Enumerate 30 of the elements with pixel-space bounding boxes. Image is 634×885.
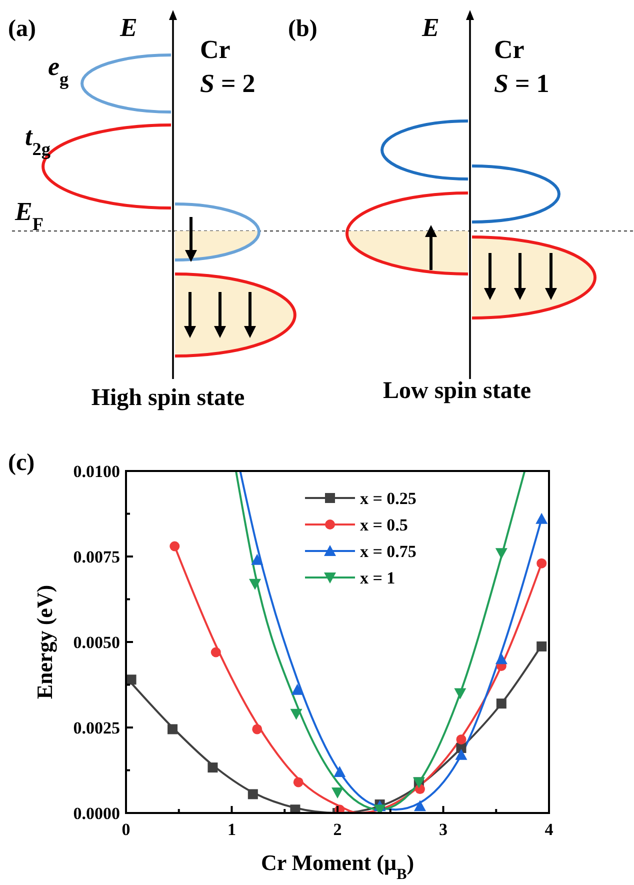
text: High spin state <box>91 385 246 411</box>
x-tick-label: 3 <box>439 820 448 839</box>
x-tick-label: 2 <box>333 820 342 839</box>
text: S = 2 <box>200 69 256 98</box>
text: Low spin state <box>382 378 532 404</box>
y-tick-label: 0.0050 <box>73 633 120 652</box>
y-tick-label: 0.0025 <box>73 718 120 738</box>
text: Cr <box>200 35 230 64</box>
legend-label: x = 0.5 <box>360 516 408 534</box>
x-tick-label: 4 <box>544 820 554 839</box>
text: E <box>119 13 138 42</box>
text: S = 1 <box>494 69 550 98</box>
text: (b) <box>288 16 318 42</box>
text: (a) <box>8 16 36 42</box>
legend-label: x = 0.25 <box>360 489 416 508</box>
text: e$_{g}$ <box>48 52 69 90</box>
y-tick-label: 0.0075 <box>73 548 120 566</box>
legend-label: x = 1 <box>360 568 396 588</box>
text: Cr <box>494 35 524 64</box>
text: E <box>421 13 440 42</box>
legend-label: x = 0.75 <box>360 542 416 561</box>
chart-title: (c) <box>8 450 35 476</box>
y-axis-title: Energy (eV) <box>32 584 57 700</box>
x-tick-label: 0 <box>122 820 130 839</box>
x-tick-label: 1 <box>228 820 236 839</box>
text: E$_{F}$ <box>14 197 44 234</box>
x-axis-title: Cr Moment (μ$_{B}$) <box>260 850 414 882</box>
y-tick-label: 0.0000 <box>73 804 120 823</box>
y-tick-label: 0.0100 <box>73 462 120 481</box>
text: t$_{2g}$ <box>25 122 50 160</box>
